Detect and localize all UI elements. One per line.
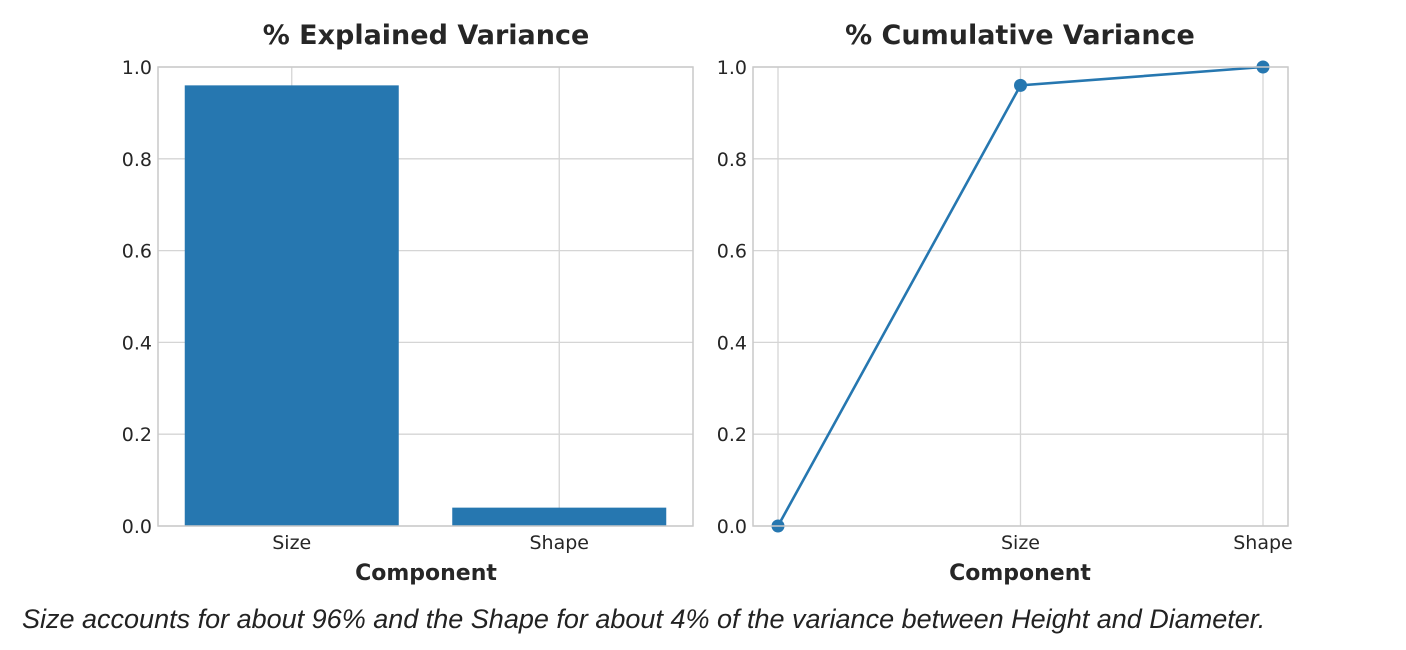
plot-frame	[752, 66, 1289, 527]
y-tick-label: 0.2	[717, 424, 747, 446]
y-tick-label: 1.0	[122, 57, 152, 79]
plot-frame	[157, 66, 694, 527]
bar-size	[184, 85, 399, 527]
grid	[753, 66, 1288, 527]
figure: % Explained Variance 0.00.20.40.60.81.0 …	[122, 20, 1293, 586]
x-tick-label: Size	[1001, 532, 1040, 554]
chart-title: % Cumulative Variance	[845, 20, 1195, 51]
y-tick-label: 0.0	[717, 516, 747, 538]
explained-variance-chart: % Explained Variance 0.00.20.40.60.81.0 …	[122, 20, 694, 586]
cumulative-variance-chart: % Cumulative Variance 0.0 0.2 0.4 0.6 0.8 1.0…	[717, 20, 1293, 586]
x-tick-label: Size	[272, 532, 311, 554]
chart-title: % Explained Variance	[263, 20, 590, 51]
x-tick-label: Shape	[530, 532, 590, 554]
bars	[184, 85, 667, 527]
y-tick-label: 0.6	[717, 241, 747, 263]
y-tick-label: 0.8	[717, 149, 747, 171]
y-tick-label: 0.4	[717, 332, 747, 354]
figure-caption: Size accounts for about 96% and the Shap…	[22, 604, 1266, 634]
x-tick-labels: Size Shape	[1001, 532, 1293, 554]
data-point	[1014, 78, 1027, 92]
x-tick-labels: Size Shape	[272, 532, 589, 554]
y-tick-label: 1.0	[717, 57, 747, 79]
y-tick-labels: 0.0 0.2 0.4 0.6 0.8 1.0	[717, 57, 747, 538]
bar-shape	[452, 507, 667, 526]
y-tick-label: 0.6	[122, 241, 152, 263]
y-tick-labels: 0.0 0.2 0.4 0.6 0.8 1.0	[122, 57, 152, 538]
x-axis-label: Component	[949, 561, 1091, 586]
y-tick-label: 0.0	[122, 516, 152, 538]
x-tick-label: Shape	[1233, 532, 1293, 554]
y-tick-label: 0.2	[122, 424, 152, 446]
x-axis-label: Component	[355, 561, 497, 586]
y-tick-label: 0.4	[122, 332, 152, 354]
y-tick-label: 0.8	[122, 149, 152, 171]
